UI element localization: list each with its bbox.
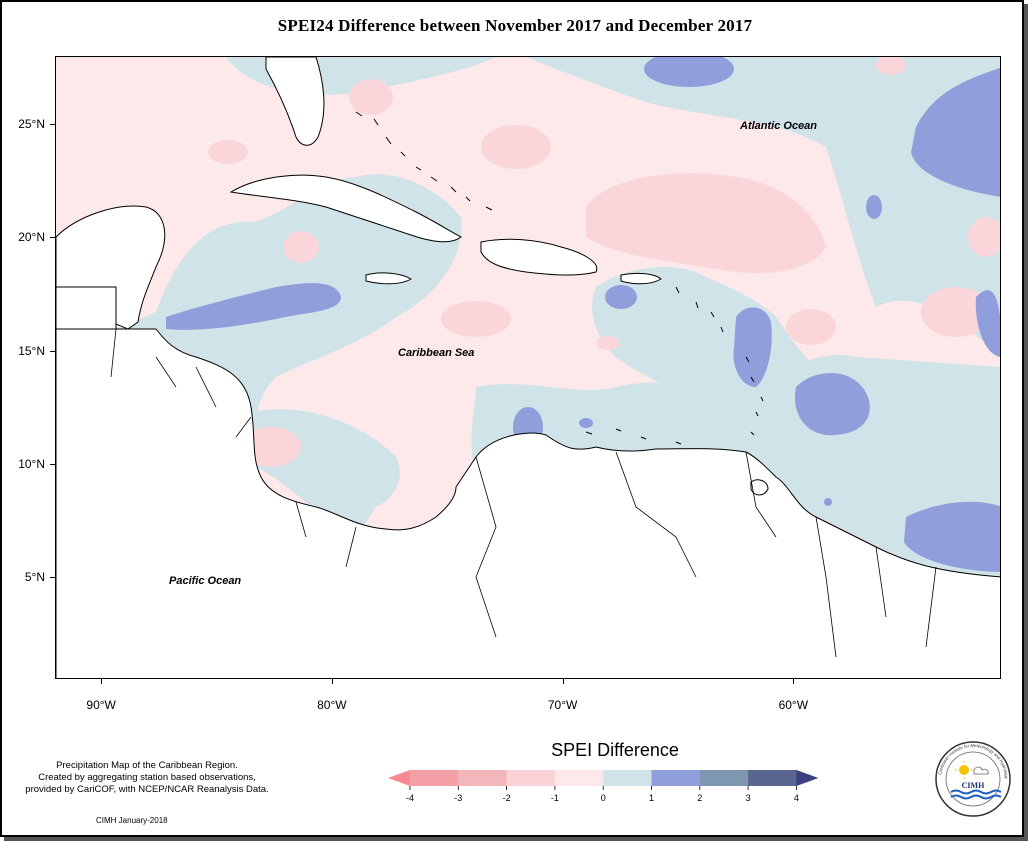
lat-tick-label: 25°N [18, 116, 45, 131]
legend-tick-label: -4 [406, 793, 414, 803]
map-description: Precipitation Map of the Caribbean Regio… [6, 760, 288, 796]
legend-arrow-left [388, 770, 410, 786]
legend-swatch [699, 770, 749, 786]
map-title: SPEI24 Difference between November 2017 … [277, 16, 753, 35]
lat-tick-label: 10°N [18, 456, 45, 471]
lon-tick-label: 70°W [547, 698, 578, 712]
pink-zones [208, 57, 1000, 467]
small-islands [355, 111, 764, 445]
legend-swatch [506, 770, 556, 786]
legend-swatch [603, 770, 652, 786]
lat-tick-mark [50, 463, 55, 465]
lat-tick-label: 15°N [18, 343, 45, 358]
legend-swatch [458, 770, 508, 786]
land-masses [56, 57, 1000, 678]
map-panel: Atlantic Ocean Caribbean Sea Pacific Oce… [55, 56, 1001, 679]
lon-tick-mark [101, 679, 103, 684]
lat-tick-label: 20°N [18, 230, 45, 245]
legend-colorbar: -4 -3 -2 -1 0 1 2 3 4 [388, 770, 819, 803]
logo-text: CIMH [962, 781, 985, 790]
lat-tick-mark [50, 350, 55, 352]
legend-swatch [554, 770, 604, 786]
lon-tick-mark [562, 679, 564, 684]
legend-tick-label: 4 [794, 793, 799, 803]
lat-tick-mark [50, 577, 55, 579]
legend-tick-label: 3 [746, 793, 751, 803]
caribbean-sea-label: Caribbean Sea [398, 347, 475, 359]
lon-tick-label: 80°W [317, 698, 347, 712]
atlantic-ocean-label: Atlantic Ocean [740, 120, 818, 132]
description-line: Created by aggregating station based obs… [38, 772, 256, 783]
description-line: Precipitation Map of the Caribbean Regio… [56, 760, 238, 771]
legend-arrow-right [796, 770, 819, 786]
legend-title: SPEI Difference [551, 740, 679, 760]
legend-swatch [651, 770, 701, 786]
legend-tick-label: -1 [551, 793, 559, 803]
cimh-logo: CIMH Caribbean Institute for Meteorology… [934, 740, 1012, 818]
legend-tick-label: -3 [454, 793, 462, 803]
color-legend: -4 -3 -2 -1 0 1 2 3 4 [380, 768, 832, 810]
legend-tick-label: 1 [649, 793, 654, 803]
country-borders [110, 328, 937, 658]
lat-tick-mark [50, 237, 55, 239]
credit-text: CIMH January-2018 [96, 816, 168, 825]
legend-tick-label: 2 [697, 793, 702, 803]
blue-anomaly-zones [166, 57, 1000, 572]
legend-swatch [410, 770, 459, 786]
cimh-seal-icon: CIMH Caribbean Institute for Meteorology… [935, 741, 1011, 817]
legend-swatch [748, 770, 797, 786]
lat-tick-label: 5°N [24, 570, 45, 585]
map-canvas [56, 57, 1000, 678]
lon-tick-label: 60°W [778, 698, 809, 712]
lon-tick-mark [793, 679, 795, 684]
legend-tick-label: 0 [601, 793, 606, 803]
description-line: provided by CariCOF, with NCEP/NCAR Rean… [25, 784, 269, 795]
lat-tick-mark [50, 123, 55, 125]
lon-tick-mark [331, 679, 333, 684]
legend-tick-label: -2 [503, 793, 511, 803]
pacific-ocean-label: Pacific Ocean [169, 575, 242, 587]
lon-tick-label: 90°W [86, 698, 116, 712]
